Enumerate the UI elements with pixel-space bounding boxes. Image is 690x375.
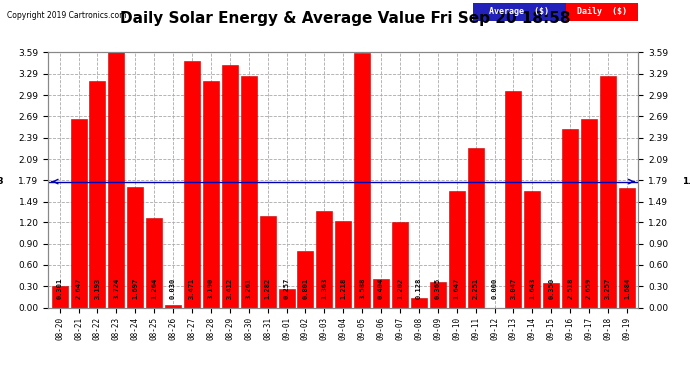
Bar xyxy=(70,120,86,308)
Text: 1.684: 1.684 xyxy=(624,278,630,299)
Text: 1.643: 1.643 xyxy=(529,278,535,299)
Text: 2.518: 2.518 xyxy=(567,278,573,299)
Text: 1.697: 1.697 xyxy=(132,278,138,299)
Text: Daily Solar Energy & Average Value Fri Sep 20 18:58: Daily Solar Energy & Average Value Fri S… xyxy=(120,11,570,26)
Bar xyxy=(108,43,124,308)
Text: 0.301: 0.301 xyxy=(57,278,63,299)
Text: Daily  ($): Daily ($) xyxy=(577,7,627,16)
Text: 3.724: 3.724 xyxy=(113,278,119,299)
Bar xyxy=(52,286,68,308)
Text: 2.251: 2.251 xyxy=(473,278,479,299)
Text: 1.202: 1.202 xyxy=(397,278,403,299)
Text: 0.350: 0.350 xyxy=(549,278,554,299)
Text: 3.471: 3.471 xyxy=(189,278,195,299)
Text: Copyright 2019 Cartronics.com: Copyright 2019 Cartronics.com xyxy=(7,11,126,20)
Bar xyxy=(448,190,465,308)
Bar xyxy=(146,218,162,308)
Bar xyxy=(241,76,257,307)
Text: 0.404: 0.404 xyxy=(378,278,384,299)
Bar xyxy=(297,251,313,308)
Bar xyxy=(411,298,427,307)
Bar xyxy=(335,221,351,308)
Text: Average  ($): Average ($) xyxy=(489,7,549,16)
Bar xyxy=(221,65,238,308)
Bar xyxy=(468,148,484,308)
Text: 3.412: 3.412 xyxy=(227,278,233,299)
Bar xyxy=(373,279,389,308)
Bar xyxy=(259,216,276,308)
Text: 0.801: 0.801 xyxy=(302,278,308,299)
Bar xyxy=(90,81,106,308)
Text: 3.193: 3.193 xyxy=(95,278,101,299)
Text: 3.047: 3.047 xyxy=(511,278,516,299)
Text: 1.282: 1.282 xyxy=(265,278,270,299)
Text: 1.773: 1.773 xyxy=(682,177,690,186)
Text: 3.190: 3.190 xyxy=(208,278,214,299)
Text: 0.365: 0.365 xyxy=(435,278,441,299)
Text: 3.588: 3.588 xyxy=(359,278,365,299)
Bar xyxy=(127,187,144,308)
Bar xyxy=(600,76,616,308)
Text: 1.647: 1.647 xyxy=(454,278,460,299)
Text: 1.264: 1.264 xyxy=(151,278,157,299)
Bar xyxy=(619,188,635,308)
Text: 3.261: 3.261 xyxy=(246,278,252,299)
Text: 2.647: 2.647 xyxy=(75,278,81,299)
Bar xyxy=(184,61,200,308)
Bar xyxy=(165,305,181,308)
Bar xyxy=(581,118,597,308)
Text: 0.030: 0.030 xyxy=(170,278,176,299)
Bar xyxy=(203,81,219,308)
Text: 3.257: 3.257 xyxy=(605,278,611,299)
Text: 1.773: 1.773 xyxy=(0,177,4,186)
Bar xyxy=(562,129,578,308)
Text: 1.363: 1.363 xyxy=(322,278,327,299)
Bar xyxy=(392,222,408,308)
Bar xyxy=(354,53,371,308)
Bar xyxy=(543,283,560,308)
Bar xyxy=(279,289,295,308)
Bar xyxy=(430,282,446,308)
Text: 0.128: 0.128 xyxy=(416,278,422,299)
Text: 0.257: 0.257 xyxy=(284,278,290,299)
Text: 1.218: 1.218 xyxy=(340,278,346,299)
Bar xyxy=(316,211,333,308)
Text: 0.000: 0.000 xyxy=(491,278,497,299)
Bar xyxy=(505,91,522,308)
Bar xyxy=(524,191,540,308)
Text: 2.659: 2.659 xyxy=(586,278,592,299)
